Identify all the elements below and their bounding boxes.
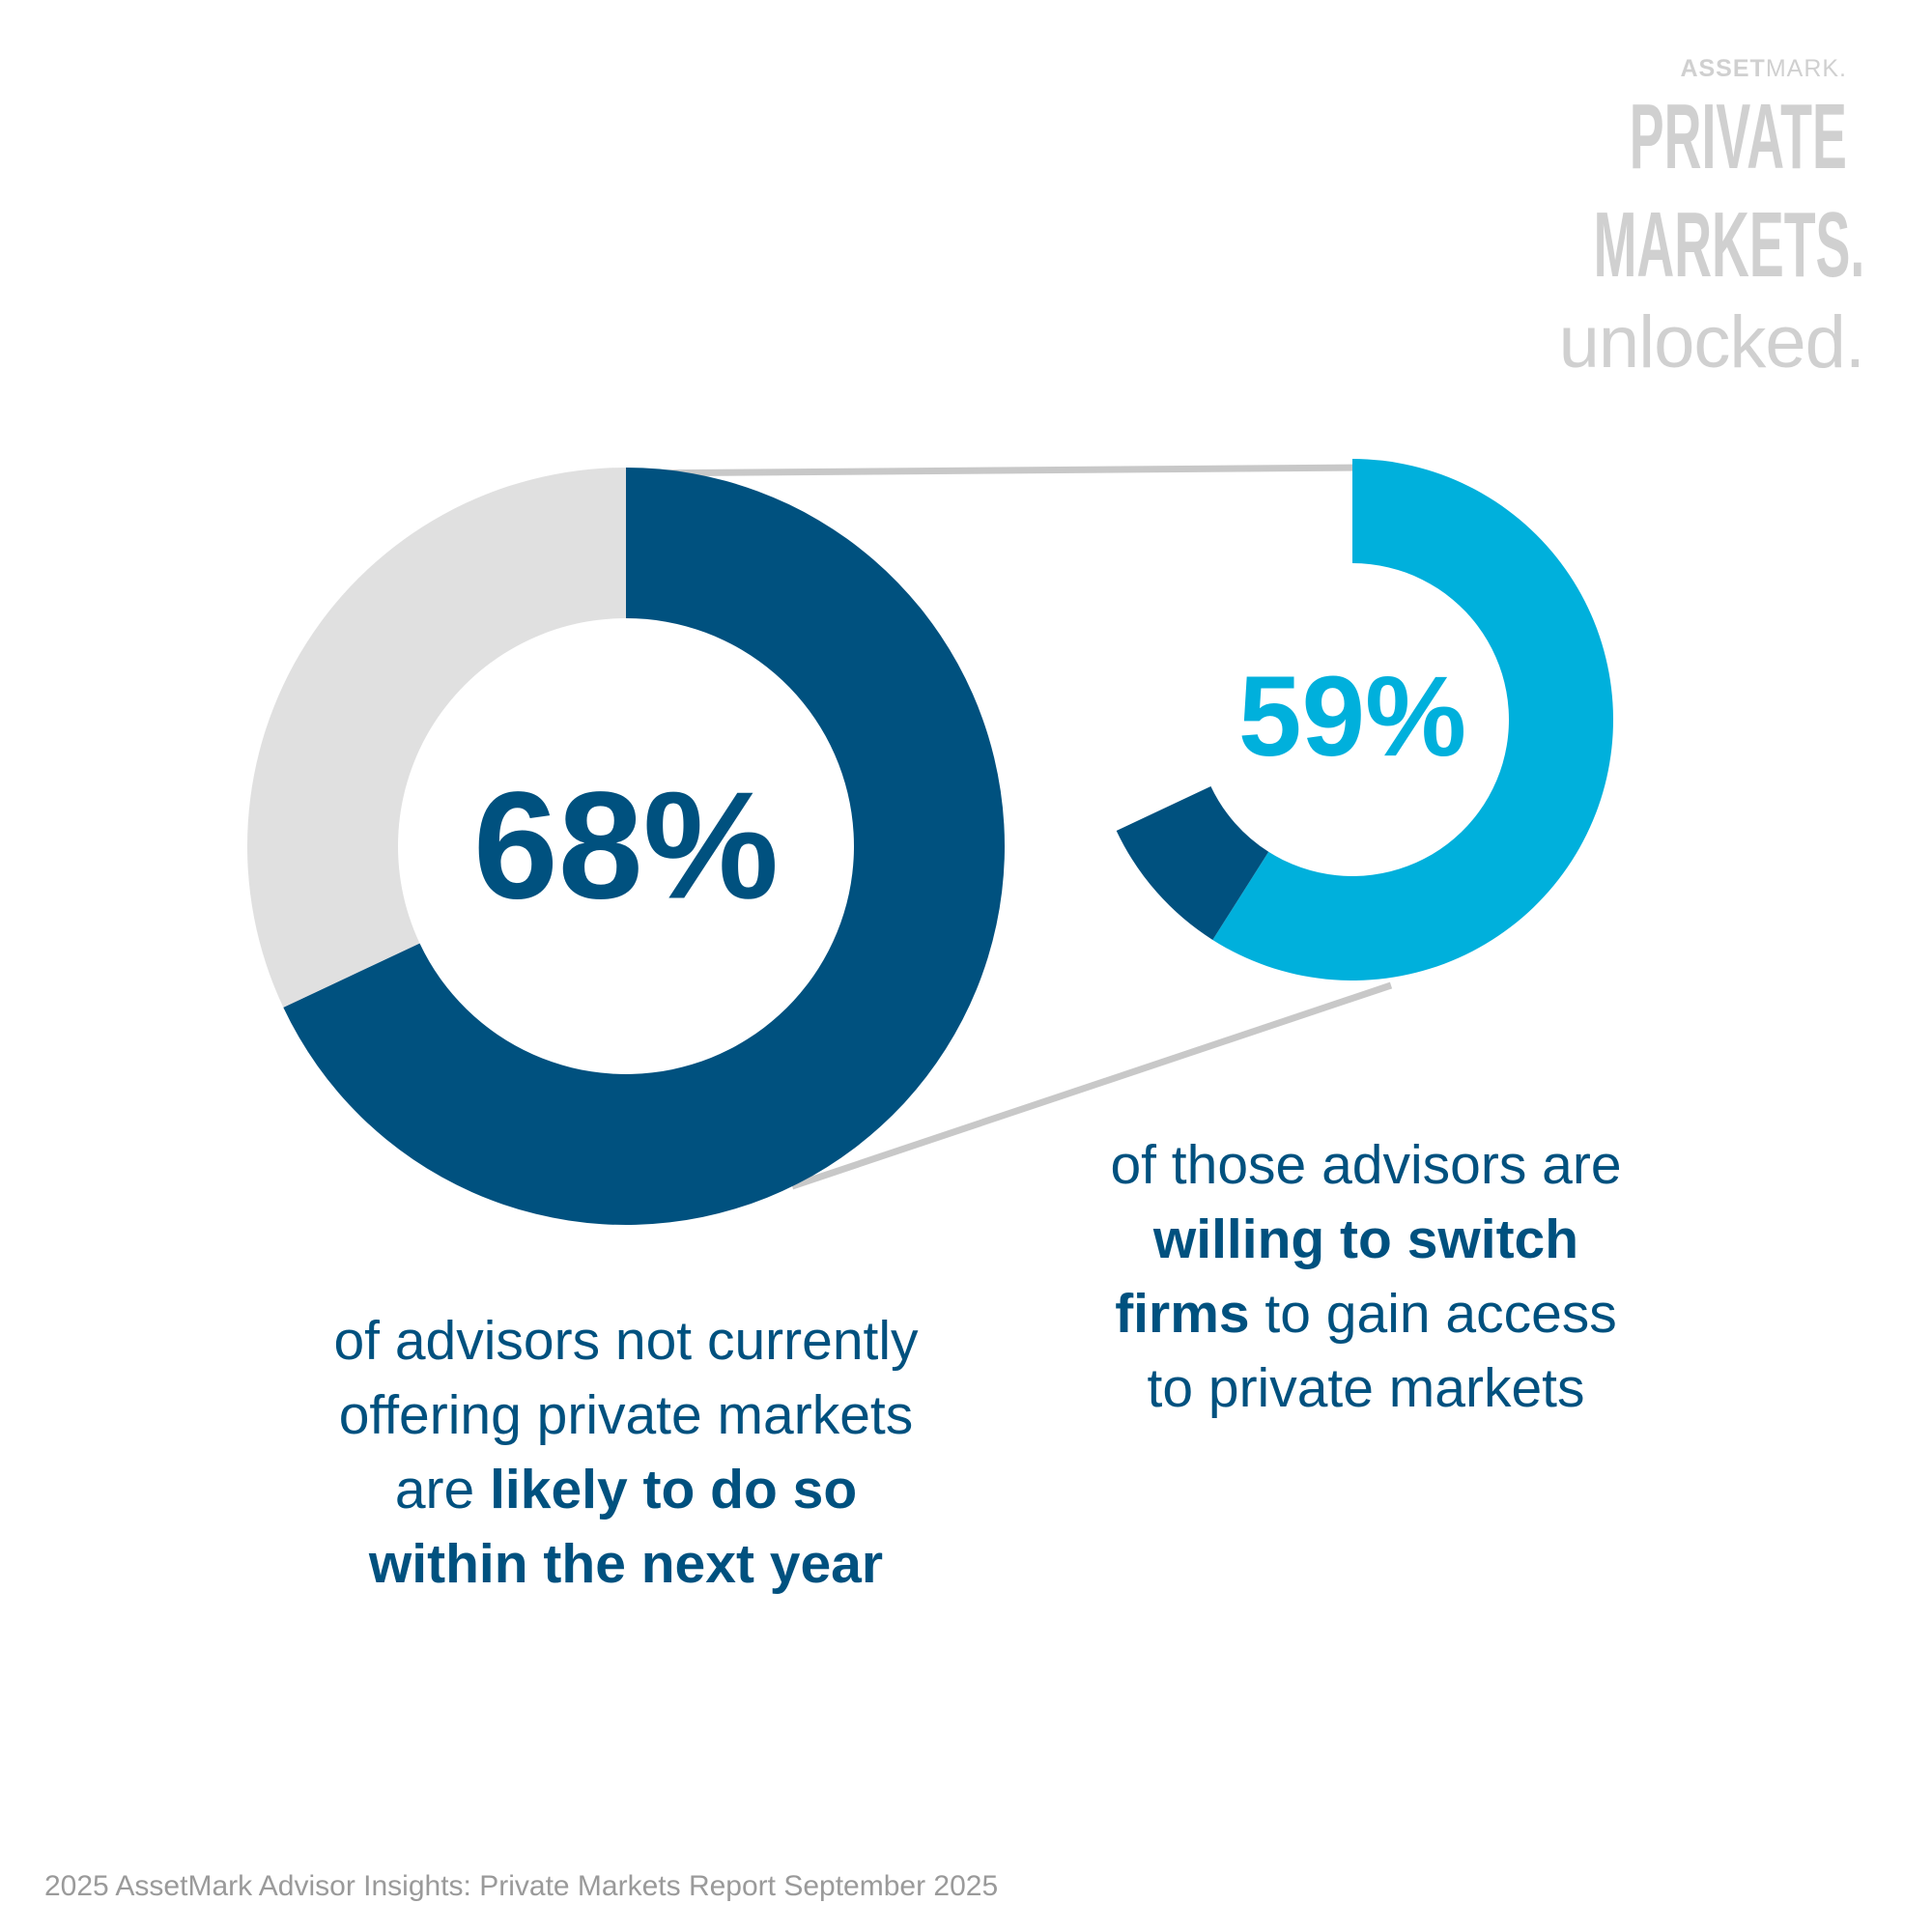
logo-unlocked: unlocked.	[1558, 301, 1865, 384]
caption-bold: likely to do so	[490, 1459, 858, 1520]
donut-59-label: 59%	[1237, 653, 1467, 781]
assetmark-wordmark: ASSETMARK.	[1680, 54, 1847, 83]
donut-59-segment-main	[1212, 459, 1614, 980]
left-caption: of advisors not currently offering priva…	[333, 1304, 918, 1602]
caption-bold: within the next year	[368, 1533, 884, 1595]
logo-private: PRIVATE	[1629, 85, 1847, 188]
left-caption-line: offering private markets	[338, 1384, 914, 1446]
source-footer: 2025 AssetMark Advisor Insights: Private…	[44, 1870, 999, 1902]
left-caption-line: within the next year	[333, 1527, 918, 1602]
caption-bold: firms	[1115, 1283, 1250, 1345]
left-caption-line: of advisors not currently	[333, 1310, 919, 1372]
connector-bottom	[790, 981, 1393, 1190]
right-caption-line: willing to switch	[1110, 1203, 1621, 1277]
right-caption-line: to private markets	[1147, 1357, 1585, 1419]
right-caption-line: of those advisors are	[1110, 1134, 1622, 1196]
donut-68-segment-rest	[246, 468, 626, 1008]
caption-bold: willing to switch	[1152, 1208, 1579, 1270]
caption-text: to gain access	[1249, 1283, 1617, 1345]
donut-68-segment-main	[283, 468, 1005, 1225]
donut-68-label: 68%	[472, 760, 780, 931]
right-caption: of those advisors are willing to switch …	[1110, 1128, 1621, 1426]
private-markets-unlocked-logo: ASSETMARK. PRIVATE MARKETS. unlocked.	[1517, 54, 1865, 386]
connector-top	[625, 464, 1363, 477]
right-caption-line: firms to gain access	[1110, 1277, 1621, 1351]
left-caption-line: are likely to do so	[333, 1453, 918, 1527]
logo-brand-bold: ASSET	[1680, 55, 1766, 82]
logo-brand-light: MARK.	[1765, 55, 1847, 82]
caption-text: are	[394, 1459, 491, 1520]
donut-59-segment-rest	[1116, 785, 1269, 940]
logo-markets: MARKETS.	[1593, 193, 1864, 297]
